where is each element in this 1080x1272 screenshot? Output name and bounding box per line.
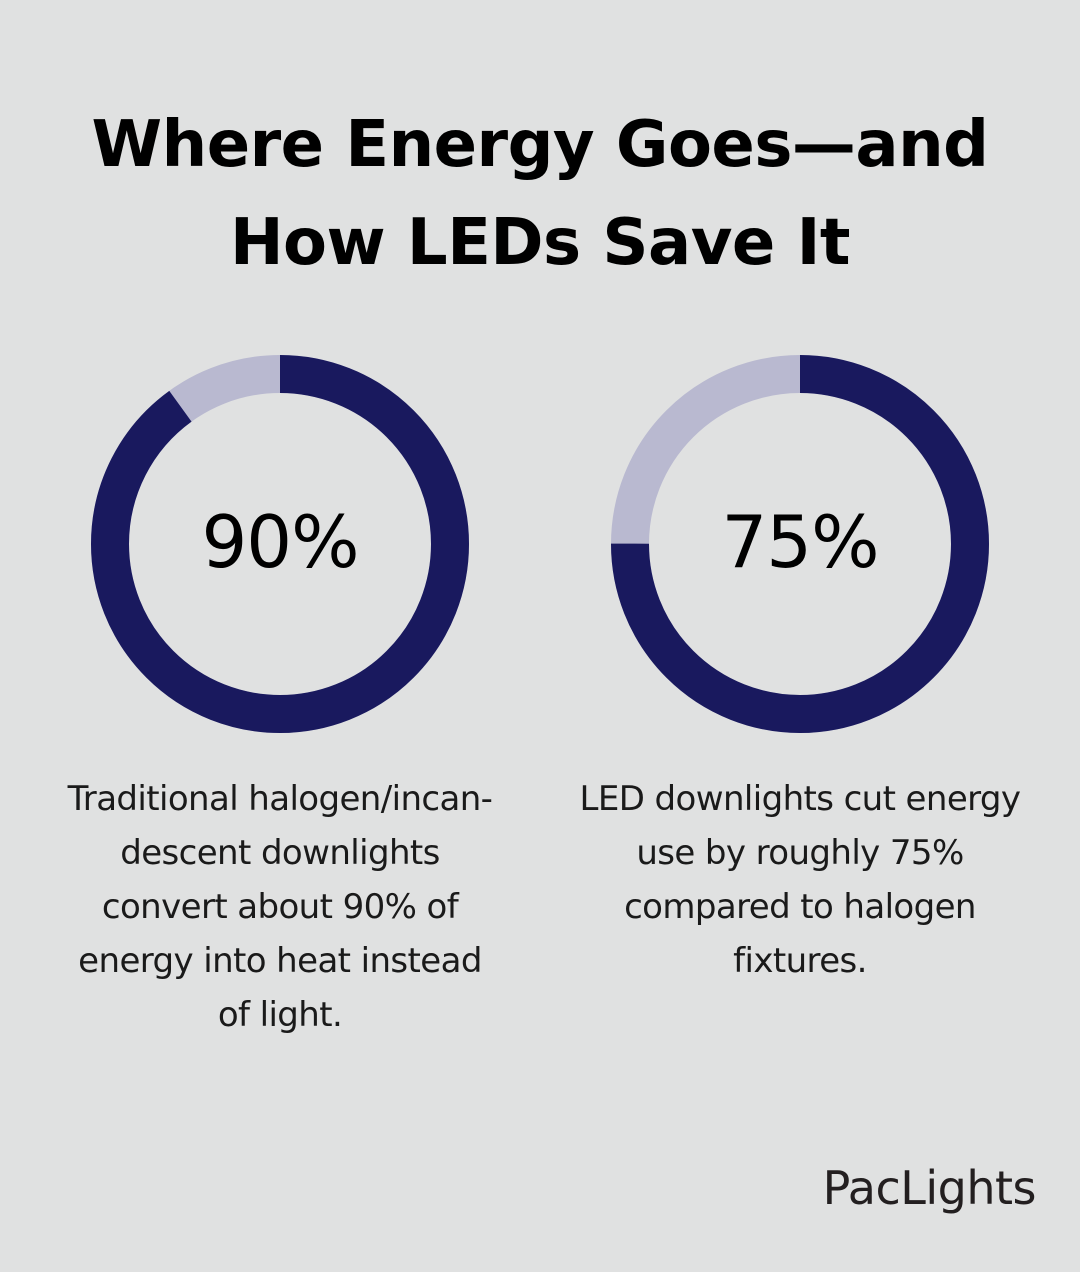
description-line: descent downlights <box>120 833 440 873</box>
donut-value-segment <box>91 355 469 733</box>
description-halogen: Traditional halogen/incan- descent downl… <box>30 772 530 1042</box>
description-line: use by roughly 75% <box>636 833 964 873</box>
description-line: Traditional halogen/incan- <box>67 779 493 819</box>
donut-chart-led-savings: 75% <box>611 355 989 733</box>
donut-value-segment <box>611 355 989 733</box>
donut-chart-halogen-heat: 90% <box>91 355 469 733</box>
percent-label-90: 90% <box>201 500 359 584</box>
description-line: energy into heat instead <box>78 941 482 981</box>
description-led: LED downlights cut energy use by roughly… <box>550 772 1050 988</box>
percent-label-75: 75% <box>721 500 879 584</box>
description-line: LED downlights cut energy <box>579 779 1021 819</box>
title-line-1: Where Energy Goes—and <box>91 108 989 182</box>
description-line: convert about 90% of <box>101 887 459 927</box>
donut-svg-1 <box>91 355 469 733</box>
title-line-2: How LEDs Save It <box>229 206 851 280</box>
description-line: of light. <box>217 995 343 1035</box>
description-line: fixtures. <box>733 941 867 981</box>
chart-title: Where Energy Goes—and How LEDs Save It <box>40 96 1040 292</box>
donut-svg-2 <box>611 355 989 733</box>
brand-logo-text: PacLights <box>822 1161 1037 1215</box>
description-line: compared to halogen <box>624 887 976 927</box>
